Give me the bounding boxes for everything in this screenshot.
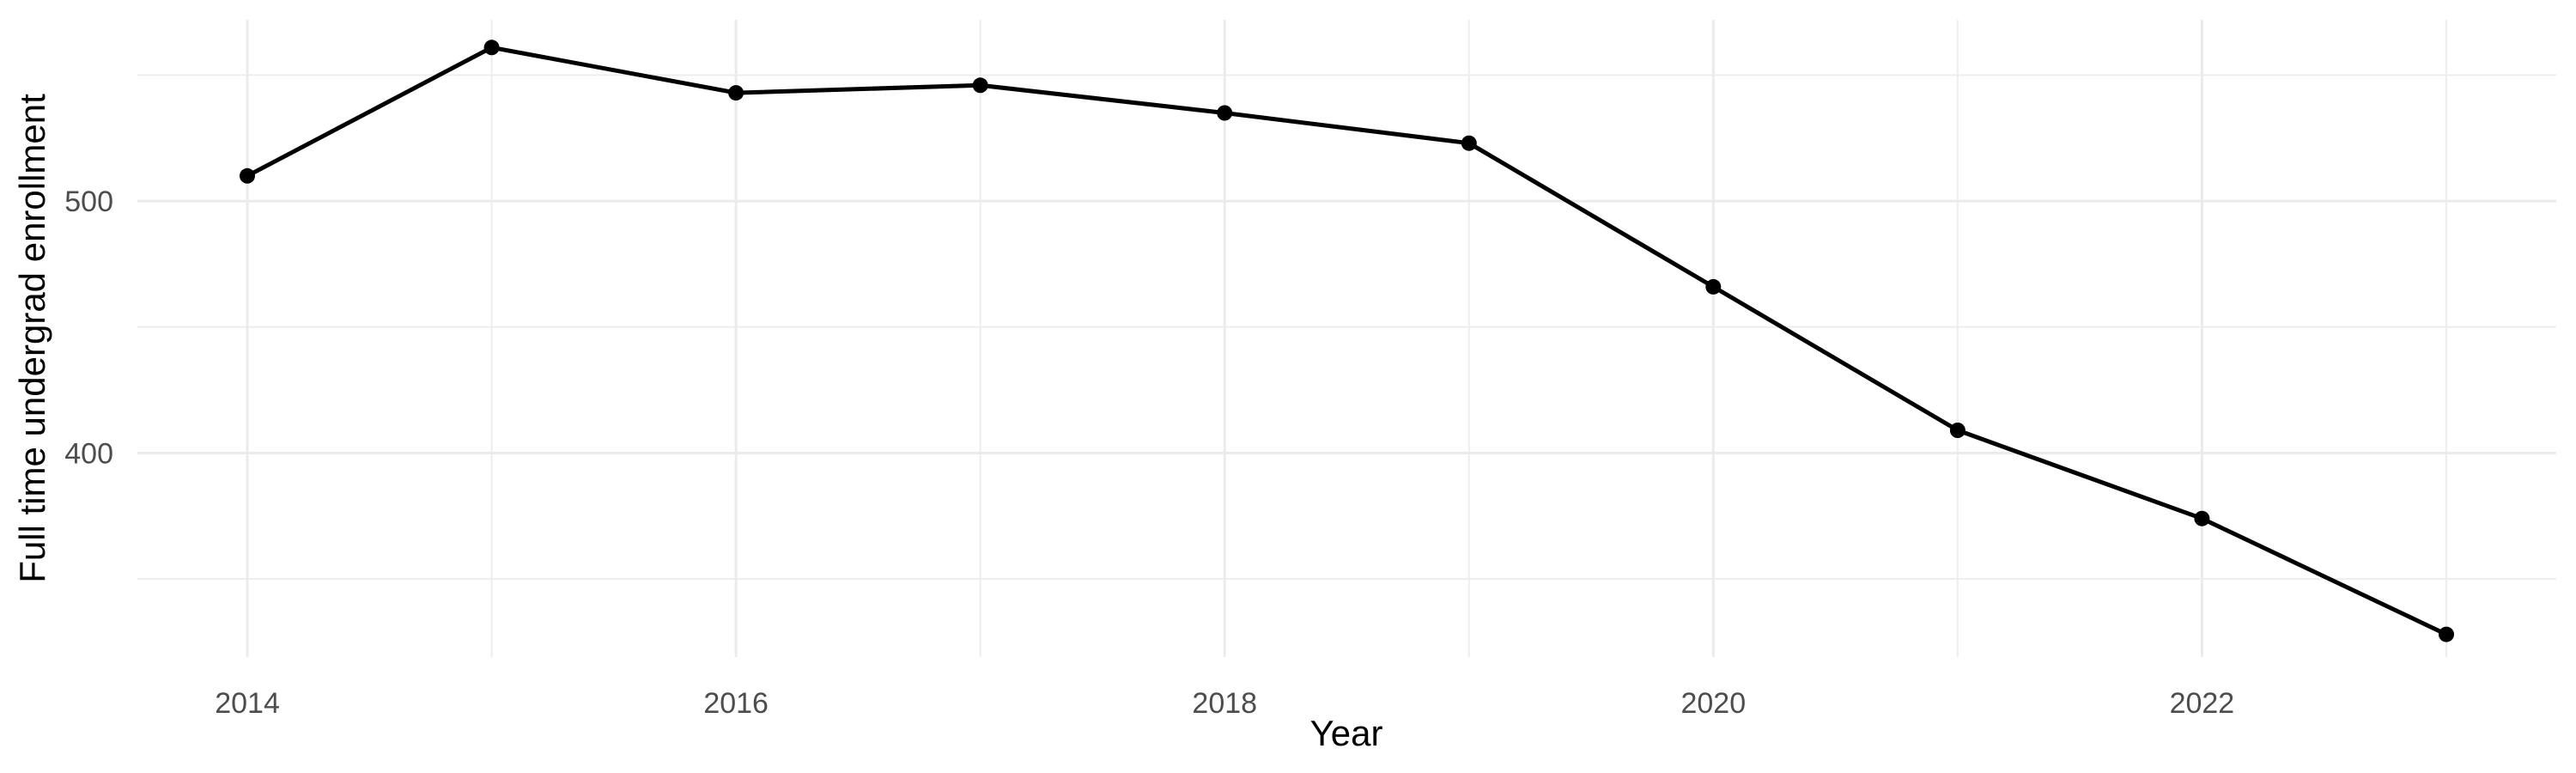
data-point bbox=[483, 40, 500, 56]
y-tick-label: 500 bbox=[64, 186, 113, 218]
enrollment-trend-line bbox=[246, 45, 2448, 636]
x-axis-title: Year bbox=[1310, 713, 1383, 753]
data-point bbox=[240, 167, 255, 184]
x-tick-label: 2018 bbox=[1192, 687, 1257, 720]
data-point bbox=[728, 85, 744, 101]
data-point bbox=[1705, 278, 1722, 295]
x-tick-label: 2020 bbox=[1680, 687, 1746, 720]
y-tick-label: 400 bbox=[64, 437, 113, 470]
y-axis-tick-labels: 500 400 bbox=[64, 186, 113, 470]
data-point bbox=[2194, 510, 2210, 526]
data-point bbox=[1461, 135, 1477, 151]
x-tick-label: 2014 bbox=[215, 687, 280, 720]
x-axis-tick-labels: 2014 2016 2018 2020 2022 bbox=[215, 687, 2234, 720]
x-tick-label: 2016 bbox=[703, 687, 769, 720]
x-tick-label: 2022 bbox=[2170, 687, 2235, 720]
major-gridlines bbox=[137, 20, 2556, 657]
data-series bbox=[240, 40, 2454, 642]
data-point bbox=[1949, 423, 1965, 438]
data-point bbox=[1217, 105, 1233, 121]
data-point bbox=[972, 77, 988, 94]
data-point bbox=[2439, 626, 2454, 642]
minor-gridlines bbox=[137, 20, 2556, 657]
y-axis-title: Full time undergrad enrollment bbox=[12, 94, 52, 583]
